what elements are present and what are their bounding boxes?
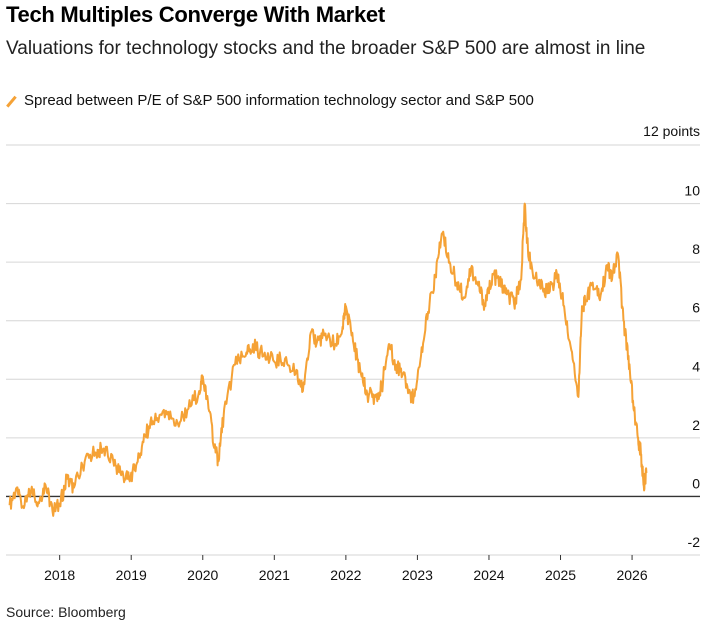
x-tick-label: 2023 <box>402 567 433 583</box>
y-tick-label: 0 <box>692 475 700 491</box>
y-tick-label: -2 <box>688 534 701 550</box>
x-tick-label: 2026 <box>616 567 647 583</box>
legend: Spread between P/E of S&P 500 informatio… <box>6 92 534 109</box>
x-tick-label: 2024 <box>473 567 504 583</box>
y-tick-label: 2 <box>692 417 700 433</box>
x-tick-label: 2020 <box>187 567 218 583</box>
y-tick-label: 6 <box>692 300 700 316</box>
source-note: Source: Bloomberg <box>6 604 126 620</box>
x-axis: 2018 2019 2020 2021 2022 2023 2024 2025 2026 <box>44 555 648 583</box>
series-group <box>8 202 648 517</box>
x-tick-label: 2021 <box>259 567 290 583</box>
chart-title: Tech Multiples Converge With Market <box>6 2 385 27</box>
y-tick-label: 10 <box>684 183 700 199</box>
x-tick-label: 2019 <box>116 567 147 583</box>
gridlines <box>6 144 700 556</box>
x-tick-label: 2025 <box>545 567 576 583</box>
x-tick-label: 2018 <box>44 567 75 583</box>
y-tick-label: 8 <box>692 241 700 257</box>
legend-label: Spread between P/E of S&P 500 informatio… <box>24 92 534 109</box>
x-tick-label: 2022 <box>330 567 361 583</box>
chart-subtitle: Valuations for technology stocks and the… <box>6 38 646 59</box>
y-axis: -2 0 2 4 6 8 10 <box>684 183 700 550</box>
series-line <box>8 202 648 517</box>
y-unit-label: 12 points <box>643 123 700 139</box>
y-tick-label: 4 <box>692 358 700 374</box>
